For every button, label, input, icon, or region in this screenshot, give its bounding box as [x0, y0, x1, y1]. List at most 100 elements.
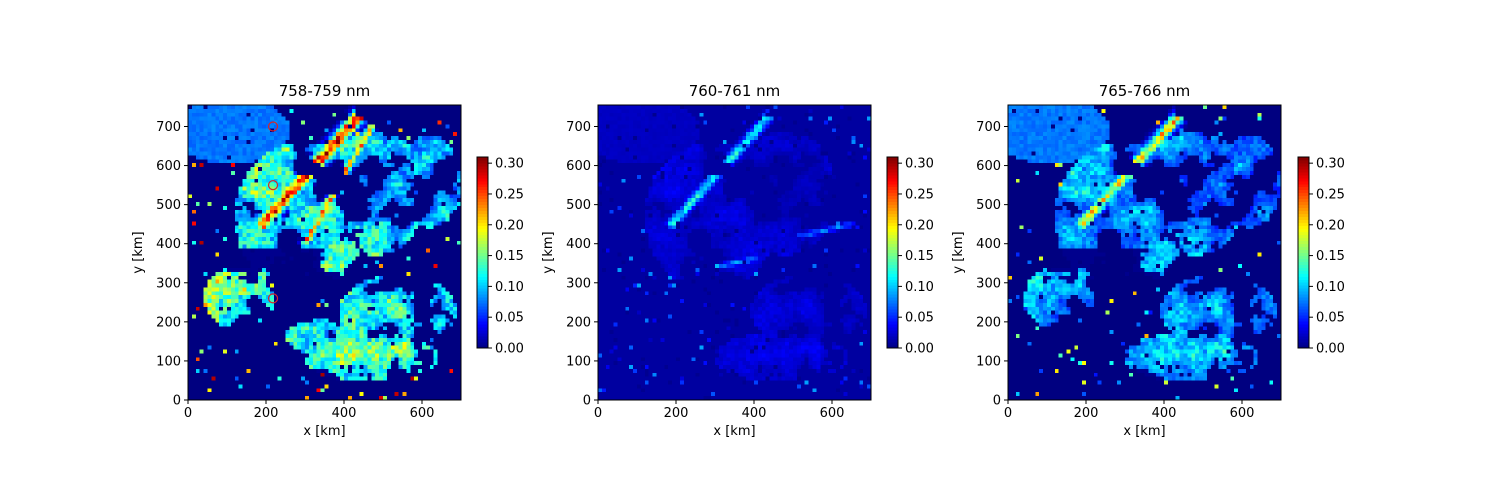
heatmap-cell	[238, 202, 243, 207]
heatmap-cell	[269, 139, 275, 145]
heatmap-cell	[258, 341, 263, 347]
heatmap-cell	[301, 302, 306, 308]
heatmap-cell	[195, 182, 201, 187]
heatmap-cell	[230, 283, 236, 288]
heatmap-cell	[402, 186, 407, 191]
heatmap-cell	[293, 279, 298, 284]
heatmap-cell	[308, 240, 314, 246]
heatmap-cell	[336, 105, 341, 110]
heatmap-cell	[227, 240, 232, 246]
heatmap-cell	[433, 151, 438, 156]
heatmap-cell	[285, 108, 290, 114]
heatmap-cell	[281, 268, 286, 273]
heatmap-cell	[301, 205, 306, 211]
heatmap-cell	[359, 252, 364, 257]
heatmap-cell	[250, 163, 255, 168]
heatmap-cell	[262, 221, 267, 226]
heatmap-cell	[188, 209, 193, 215]
heatmap-cell	[410, 198, 415, 203]
heatmap-cell	[336, 240, 341, 246]
heatmap-cell	[363, 132, 368, 137]
heatmap-cell	[289, 174, 294, 180]
heatmap-cell	[320, 322, 325, 327]
heatmap-cell	[215, 233, 220, 238]
heatmap-cell	[390, 132, 396, 137]
heatmap-cell	[238, 314, 243, 319]
heatmap-cell	[375, 132, 380, 137]
heatmap-cell	[445, 283, 450, 288]
heatmap-cell	[281, 283, 286, 288]
heatmap-cell	[355, 236, 360, 242]
heatmap-cell	[379, 236, 384, 242]
heatmap-cell	[328, 337, 333, 343]
heatmap-cell	[266, 376, 271, 381]
heatmap-cell	[410, 229, 415, 234]
heatmap-cell	[195, 240, 201, 246]
heatmap-cell	[207, 112, 212, 117]
heatmap-cell	[402, 275, 407, 281]
heatmap-cell	[308, 376, 314, 381]
heatmap-cell	[379, 341, 384, 347]
heatmap-cell	[266, 240, 271, 246]
heatmap-cell	[242, 279, 247, 284]
heatmap-cell	[316, 136, 321, 141]
heatmap-cell	[262, 349, 267, 354]
heatmap-cell	[195, 341, 201, 347]
heatmap-cell	[227, 291, 232, 296]
heatmap-cell	[414, 120, 419, 125]
heatmap-cell	[262, 151, 267, 156]
heatmap-cell	[406, 128, 411, 133]
heatmap-cell	[422, 217, 427, 222]
heatmap-cell	[281, 139, 286, 145]
heatmap-cell	[406, 229, 411, 234]
heatmap-cell	[418, 190, 423, 195]
heatmap-cell	[289, 178, 294, 183]
heatmap-cell	[316, 268, 321, 273]
heatmap-cell	[215, 151, 220, 156]
heatmap-cell	[250, 299, 255, 304]
heatmap-cell	[281, 330, 286, 335]
heatmap-cell	[375, 198, 380, 203]
heatmap-cell	[344, 233, 349, 238]
heatmap-cell	[336, 264, 341, 269]
heatmap-cell	[359, 291, 364, 296]
heatmap-cell	[453, 334, 458, 339]
heatmap-cell	[445, 124, 450, 129]
heatmap-cell	[398, 163, 403, 168]
heatmap-cell	[273, 221, 279, 226]
heatmap-cell	[375, 291, 380, 296]
heatmap-cell	[227, 334, 232, 339]
heatmap-cell	[199, 155, 204, 160]
heatmap-cell	[379, 120, 384, 125]
heatmap-cell	[266, 112, 271, 117]
heatmap-cell	[453, 198, 458, 203]
heatmap-cell	[207, 120, 212, 125]
heatmap-cell	[425, 326, 431, 331]
heatmap-cell	[316, 295, 321, 300]
heatmap-cell	[246, 170, 251, 176]
heatmap-cell	[433, 357, 438, 362]
heatmap-cell	[230, 217, 236, 222]
heatmap-cell	[406, 236, 411, 242]
heatmap-cell	[429, 198, 435, 203]
heatmap-cell	[305, 279, 310, 284]
heatmap-cell	[230, 198, 236, 203]
heatmap-cell	[305, 209, 310, 215]
heatmap-cell	[277, 186, 282, 191]
heatmap-cell	[402, 295, 407, 300]
heatmap-cell	[308, 209, 314, 215]
heatmap-cell	[277, 376, 282, 381]
heatmap-cell	[351, 264, 357, 269]
heatmap-cell	[289, 310, 294, 315]
heatmap-cell	[312, 132, 318, 137]
heatmap-cell	[199, 108, 204, 114]
heatmap-cell	[336, 229, 341, 234]
heatmap-cell	[371, 295, 376, 300]
heatmap-cell	[285, 155, 290, 160]
heatmap-cell	[336, 314, 341, 319]
heatmap-cell	[207, 202, 212, 207]
heatmap-cell	[437, 345, 442, 350]
heatmap-cell	[246, 202, 251, 207]
heatmap-cell	[242, 244, 247, 249]
heatmap-cell	[211, 291, 216, 296]
